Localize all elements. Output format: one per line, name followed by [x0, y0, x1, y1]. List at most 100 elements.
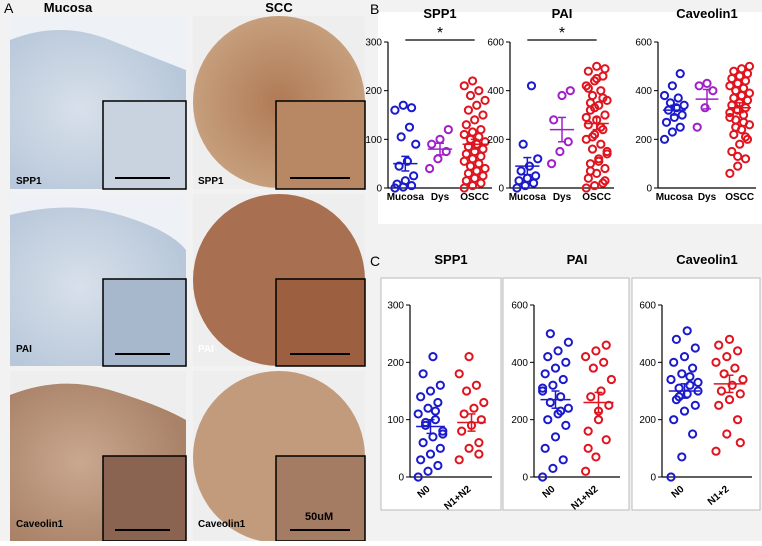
- data-point: [476, 125, 486, 135]
- data-point: [596, 139, 606, 149]
- data-point: [583, 443, 593, 453]
- data-point: [690, 400, 700, 410]
- data-point: [669, 415, 679, 425]
- data-point: [591, 346, 601, 356]
- data-point: [581, 112, 591, 123]
- y-tick-label: 300: [387, 301, 404, 312]
- data-point: [659, 90, 670, 101]
- data-point: [438, 426, 448, 436]
- x-tick-label: Dys: [431, 192, 450, 203]
- x-tick-label: OSCC: [460, 192, 489, 203]
- significance-label: *: [559, 25, 565, 42]
- x-tick-label: OSCC: [725, 192, 754, 203]
- x-tick-label: Dys: [698, 192, 717, 203]
- data-point: [727, 380, 737, 390]
- data-point: [547, 159, 557, 169]
- significance-label: *: [437, 25, 443, 42]
- data-point: [722, 352, 732, 362]
- data-point: [474, 449, 484, 459]
- data-point: [538, 386, 548, 396]
- stain-label: Caveolin1: [16, 519, 64, 530]
- data-point: [404, 122, 415, 132]
- data-point: [545, 329, 555, 339]
- data-point: [585, 166, 596, 176]
- column-label: SCC: [265, 0, 293, 15]
- stain-label: PAI: [198, 344, 214, 355]
- y-tick-label: 200: [365, 86, 382, 97]
- data-point: [543, 352, 553, 362]
- data-point: [690, 343, 700, 353]
- data-point: [673, 93, 683, 103]
- data-point: [480, 95, 490, 106]
- data-point: [593, 415, 604, 425]
- y-tick-label: 400: [511, 358, 528, 369]
- data-point: [433, 397, 443, 408]
- data-point: [596, 386, 606, 396]
- data-point: [454, 369, 464, 379]
- data-point: [464, 443, 474, 453]
- data-point: [598, 93, 608, 103]
- data-point: [516, 166, 526, 176]
- data-point: [600, 163, 610, 174]
- data-point: [423, 403, 433, 413]
- panel-letter: B: [370, 1, 379, 17]
- data-point: [585, 98, 596, 108]
- data-point: [685, 380, 695, 390]
- y-tick-label: 600: [639, 301, 656, 312]
- scale-bar-label: 50uM: [305, 511, 333, 523]
- data-point: [599, 357, 609, 367]
- data-point: [729, 66, 739, 76]
- data-point: [735, 389, 745, 399]
- data-point: [693, 377, 703, 387]
- data-point: [402, 156, 413, 166]
- data-point: [392, 179, 402, 189]
- data-point: [409, 171, 419, 181]
- stain-label: PAI: [16, 344, 32, 355]
- data-point: [556, 406, 566, 416]
- y-tick-label: 600: [487, 38, 504, 49]
- data-point: [428, 352, 438, 362]
- data-point: [470, 115, 480, 125]
- data-point: [474, 86, 484, 96]
- x-tick-label: Mucosa: [509, 192, 547, 203]
- data-point: [735, 139, 745, 149]
- data-point: [478, 110, 488, 120]
- data-point: [561, 357, 571, 367]
- x-tick-label: Mucosa: [387, 192, 425, 203]
- data-point: [398, 100, 408, 110]
- data-point: [600, 110, 610, 120]
- data-point: [733, 415, 743, 425]
- data-point: [711, 357, 721, 367]
- y-tick-label: 0: [498, 184, 504, 195]
- data-point: [694, 81, 704, 91]
- data-point: [606, 374, 617, 385]
- data-point: [738, 117, 749, 127]
- y-tick-label: 0: [650, 473, 656, 484]
- y-tick-label: 600: [511, 301, 528, 312]
- y-tick-label: 600: [635, 38, 652, 49]
- data-point: [433, 460, 443, 471]
- data-point: [533, 154, 543, 164]
- y-tick-label: 400: [635, 86, 652, 97]
- data-point: [461, 120, 471, 130]
- data-point: [413, 472, 423, 482]
- stain-label: SPP1: [198, 176, 224, 187]
- x-tick-label: Dys: [553, 192, 572, 203]
- panel-letter: C: [370, 253, 380, 269]
- data-point: [480, 137, 490, 147]
- data-point: [406, 180, 417, 191]
- data-point: [583, 83, 593, 93]
- data-point: [724, 334, 735, 344]
- data-point: [679, 100, 689, 110]
- y-tick-label: 200: [639, 415, 656, 426]
- data-point: [435, 443, 445, 453]
- data-point: [459, 129, 469, 140]
- data-point: [472, 100, 482, 110]
- data-point: [588, 363, 598, 373]
- data-point: [685, 372, 695, 382]
- chart-title: PAI: [552, 6, 573, 21]
- data-point: [702, 78, 712, 88]
- data-point: [411, 139, 421, 149]
- data-point: [418, 438, 428, 448]
- chart-title: Caveolin1: [676, 252, 737, 267]
